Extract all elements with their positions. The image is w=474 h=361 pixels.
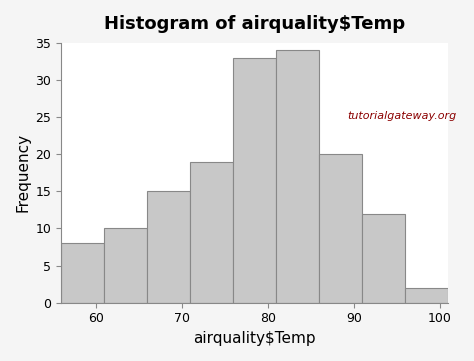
- Bar: [233, 58, 276, 303]
- Bar: [147, 191, 190, 303]
- Bar: [363, 214, 405, 303]
- Bar: [104, 229, 147, 303]
- Bar: [61, 243, 104, 303]
- Bar: [405, 288, 448, 303]
- Bar: [276, 50, 319, 303]
- Text: tutorialgateway.org: tutorialgateway.org: [347, 110, 456, 121]
- Bar: [190, 162, 233, 303]
- X-axis label: airquality$Temp: airquality$Temp: [193, 331, 316, 346]
- Bar: [319, 154, 363, 303]
- Title: Histogram of airquality$Temp: Histogram of airquality$Temp: [104, 15, 405, 33]
- Y-axis label: Frequency: Frequency: [15, 133, 30, 212]
